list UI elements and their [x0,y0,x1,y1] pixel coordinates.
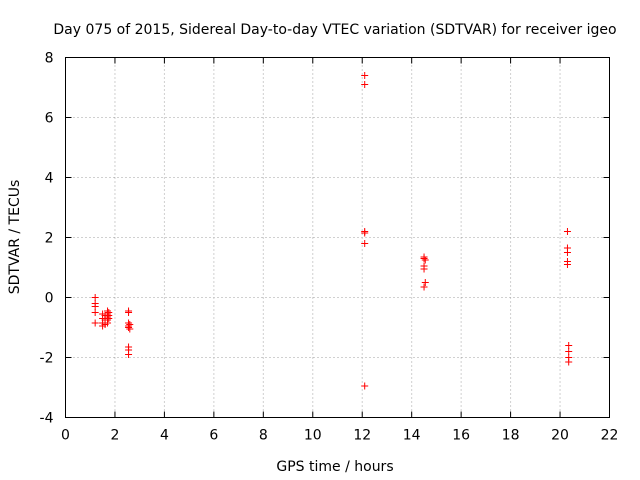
y-axis-label: SDTVAR / TECUs [7,180,23,295]
x-tick-label: 22 [601,428,619,444]
data-point [91,319,99,327]
x-tick-labels: 0 2 4 6 8 10 12 14 16 18 20 22 [61,428,618,444]
x-tick-label: 8 [259,428,268,444]
x-axis-label: GPS time / hours [276,459,393,475]
data-point [126,325,134,333]
data-point [125,324,133,331]
y-tick-label: 8 [45,51,54,67]
data-point [104,319,112,327]
data-point [361,382,369,390]
data-point [91,294,99,301]
data-point [125,351,133,358]
data-point [565,358,573,366]
data-point [565,348,573,355]
data-point [361,229,369,237]
x-tick-label: 0 [61,428,70,444]
y-tick-label: 0 [45,291,54,307]
x-tick-label: 20 [551,428,569,444]
grid [65,57,610,418]
data-point [563,249,571,256]
data-point [361,240,369,247]
data-point [91,309,99,316]
data-points [91,72,573,390]
x-tick-label: 18 [502,428,520,444]
y-tick-label: -4 [40,411,54,427]
x-tick-label: 2 [110,428,119,444]
x-tick-label: 10 [304,428,322,444]
data-point [565,342,573,349]
x-tick-label: 14 [403,428,421,444]
data-point [563,228,571,235]
data-point [421,256,429,264]
y-tick-label: 4 [45,171,54,187]
data-point [105,315,113,322]
x-tick-label: 16 [452,428,470,444]
chart-title: Day 075 of 2015, Sidereal Day-to-day VTE… [53,22,616,38]
y-tick-label: -2 [40,351,54,367]
data-point [420,255,428,262]
data-point [420,265,428,273]
x-tick-label: 6 [209,428,218,444]
x-tick-label: 12 [353,428,371,444]
data-point [563,261,571,268]
data-point [421,279,429,286]
data-point [125,309,133,316]
y-tick-label: 2 [45,231,54,247]
x-tick-label: 4 [160,428,169,444]
y-tick-labels: -4 -2 0 2 4 6 8 [40,51,54,427]
data-point [420,283,428,291]
data-point [361,72,369,79]
ticks [65,57,610,418]
y-tick-label: 6 [45,111,54,127]
data-point [361,81,369,88]
data-point [91,303,99,310]
